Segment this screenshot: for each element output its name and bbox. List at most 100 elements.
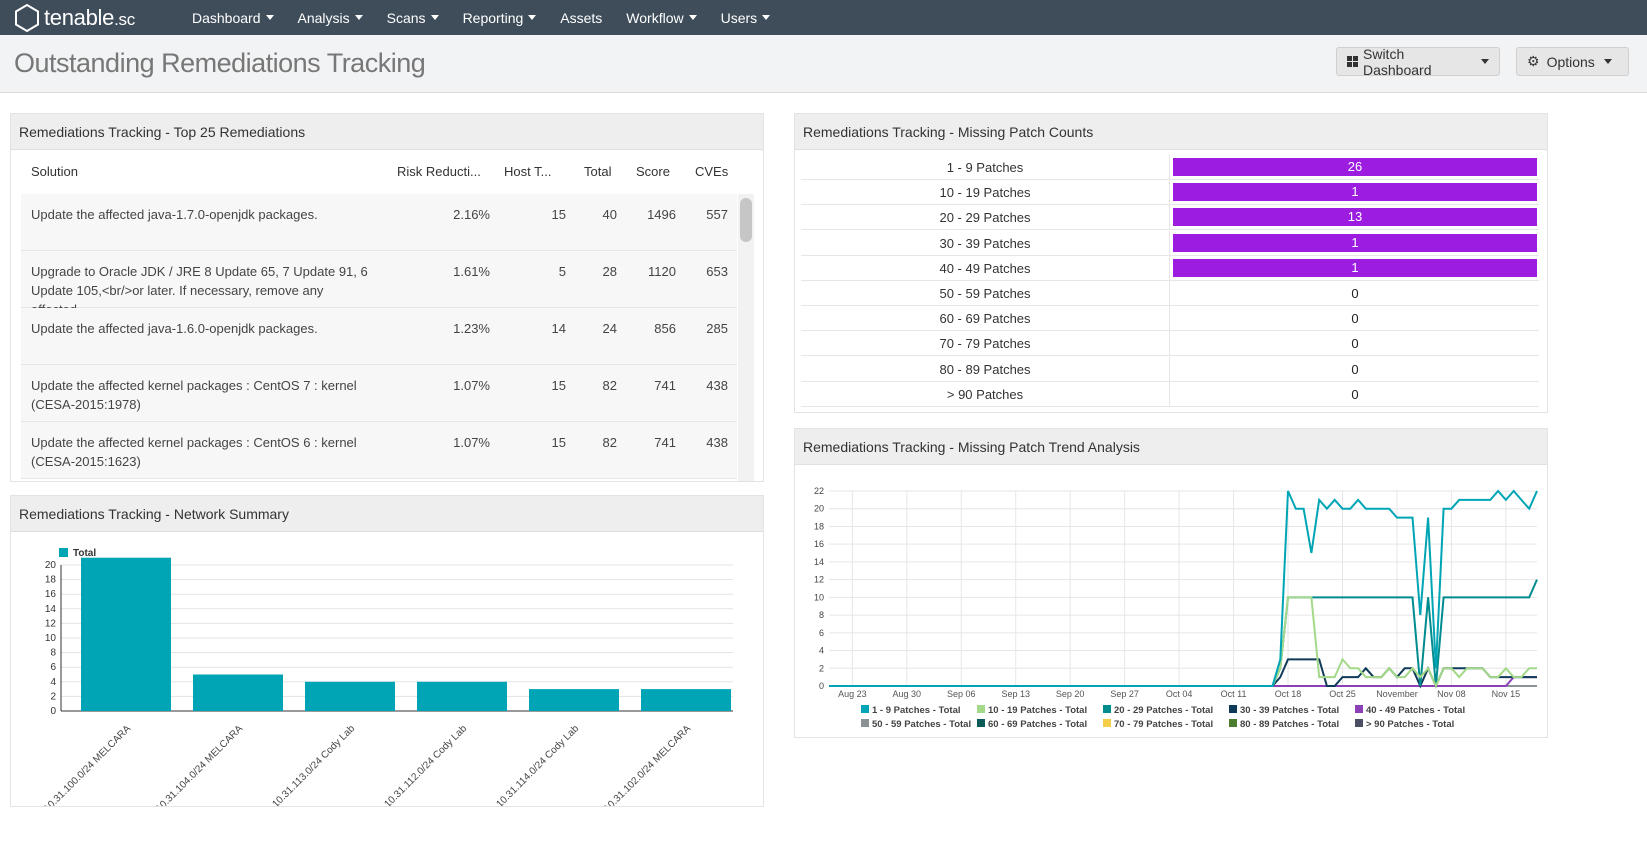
patch-range-label: 40 - 49 Patches	[939, 260, 1031, 276]
nav-item-label: Assets	[560, 9, 603, 26]
patch-count-row[interactable]: 60 - 69 Patches 0	[801, 306, 1539, 332]
nav-item-label: Scans	[386, 9, 426, 26]
patch-count-bar: 1	[1173, 233, 1537, 252]
patch-count-bar: 26	[1173, 158, 1537, 176]
bar[interactable]	[305, 681, 395, 711]
table-row[interactable]: Update the affected java-1.7.0-openjdk p…	[21, 194, 737, 251]
cell-host-total: 15	[551, 378, 566, 393]
patch-count-row[interactable]: 40 - 49 Patches 1	[801, 255, 1539, 281]
column-header-solution[interactable]: Solution	[31, 164, 78, 179]
series-line[interactable]	[829, 596, 1537, 689]
column-header-risk-reduction[interactable]: Risk Reducti...	[397, 164, 481, 179]
scrollbar-thumb[interactable]	[740, 198, 752, 242]
bar[interactable]	[417, 681, 507, 711]
options-button[interactable]: ⚙ Options	[1516, 47, 1629, 76]
cell-risk-reduction: 1.23%	[453, 321, 490, 336]
nav-item-users[interactable]: Users	[709, 0, 783, 35]
cell-total: 24	[602, 321, 617, 336]
legend-label: Total	[73, 548, 96, 559]
y-tick-label: 6	[50, 662, 56, 673]
panel-title: Remediations Tracking - Network Summary	[11, 496, 763, 532]
nav-item-scans[interactable]: Scans	[375, 0, 451, 35]
y-tick-label: 6	[819, 628, 824, 638]
patch-range-label: 70 - 79 Patches	[939, 336, 1031, 352]
patch-range-label: > 90 Patches	[946, 386, 1024, 402]
bar[interactable]	[193, 674, 283, 712]
patch-count-row[interactable]: 50 - 59 Patches 0	[801, 281, 1539, 306]
x-tick-label: 10.31.104.0/24 MELCARA	[154, 723, 245, 806]
y-tick-label: 14	[45, 604, 57, 615]
cell-cves: 557	[706, 207, 728, 222]
x-tick-label: 10.31.102.0/24 MELCARA	[602, 723, 693, 806]
y-tick-label: 4	[50, 677, 56, 688]
bar[interactable]	[81, 557, 171, 711]
column-divider	[1169, 255, 1170, 280]
nav-menu: Dashboard Analysis Scans Reporting Assets Wor…	[180, 0, 782, 35]
cell-solution: Update the affected java-1.6.0-openjdk p…	[31, 321, 318, 336]
x-tick-label: Sep 20	[1056, 689, 1085, 699]
x-tick-label: Nov 15	[1492, 689, 1521, 699]
patch-count-row[interactable]: 20 - 29 Patches 13	[801, 205, 1539, 231]
cell-score: 856	[654, 321, 676, 336]
bar[interactable]	[641, 689, 731, 711]
network-summary-bar-chart: 0 2 4 6 8 10 12 14 16 18 20 10.31.100.0/24 MELCARA 1…	[42, 548, 733, 806]
bar[interactable]	[529, 689, 619, 711]
nav-item-dashboard[interactable]: Dashboard	[180, 0, 286, 35]
table-scrollbar[interactable]	[738, 194, 754, 481]
column-header-score[interactable]: Score	[636, 164, 670, 179]
patch-count-row[interactable]: > 90 Patches 0	[801, 381, 1539, 407]
table-row[interactable]: Update the affected kernel packages : Ce…	[21, 365, 737, 422]
nav-item-label: Reporting	[462, 9, 524, 26]
cell-score: 1496	[647, 207, 676, 222]
top-navbar: tenable.sc Dashboard Analysis Scans Reporti…	[0, 0, 1647, 35]
nav-item-reporting[interactable]: Reporting	[451, 0, 549, 35]
y-tick-label: 2	[50, 691, 56, 702]
y-tick-label: 4	[819, 646, 824, 656]
patch-count-row[interactable]: 30 - 39 Patches 1	[801, 230, 1539, 256]
patch-count-value: 0	[1351, 286, 1359, 301]
legend-label: 1 - 9 Patches - Total	[872, 705, 961, 716]
nav-item-workflow[interactable]: Workflow	[614, 0, 708, 35]
patch-count-row[interactable]: 70 - 79 Patches 0	[801, 331, 1539, 357]
column-header-cves[interactable]: CVEs	[695, 164, 729, 179]
cell-risk-reduction: 1.07%	[453, 378, 490, 393]
cell-score: 741	[654, 435, 676, 450]
series-line[interactable]	[829, 676, 1537, 687]
y-tick-label: 18	[45, 575, 57, 586]
patch-count-row[interactable]: 80 - 89 Patches 0	[801, 356, 1539, 382]
column-divider	[1169, 306, 1170, 331]
tenable-logo[interactable]: tenable.sc	[14, 3, 164, 32]
x-tick-label: Oct 25	[1329, 689, 1356, 699]
patch-range-label: 50 - 59 Patches	[939, 286, 1031, 301]
page-header: Outstanding Remediations Tracking Switch…	[0, 35, 1647, 93]
cell-score: 1120	[648, 264, 676, 279]
legend-label: 70 - 79 Patches - Total	[1114, 719, 1213, 730]
patch-count-row[interactable]: 1 - 9 Patches 26	[801, 155, 1539, 180]
x-tick-label: Nov 08	[1437, 689, 1466, 699]
patch-range-label: 30 - 39 Patches	[939, 235, 1031, 251]
patch-count-value: 0	[1351, 336, 1359, 352]
x-tick-label: Oct 04	[1166, 689, 1193, 699]
y-tick-label: 16	[45, 589, 57, 600]
column-divider	[1169, 205, 1170, 230]
nav-item-analysis[interactable]: Analysis	[286, 0, 375, 35]
series-line[interactable]	[829, 489, 1538, 687]
cell-total: 40	[602, 207, 617, 222]
patch-count-row[interactable]: 10 - 19 Patches 1	[801, 180, 1539, 206]
tenable-hexagon-icon	[15, 3, 39, 32]
legend-swatch	[977, 705, 985, 713]
column-header-host-total[interactable]: Host T...	[504, 164, 552, 179]
table-row[interactable]: Update the affected java-1.6.0-openjdk p…	[21, 308, 737, 365]
x-tick-label: 10.31.100.0/24 MELCARA	[42, 723, 133, 806]
cell-total: 82	[602, 378, 617, 393]
y-tick-label: 22	[814, 486, 824, 496]
table-row[interactable]: Upgrade to Oracle JDK / JRE 8 Update 65,…	[21, 251, 737, 317]
table-row[interactable]: Update the affected kernel packages : Ce…	[21, 422, 737, 479]
patch-range-label: 60 - 69 Patches	[939, 311, 1031, 327]
nav-item-assets[interactable]: Assets	[548, 0, 614, 35]
cell-score: 741	[654, 378, 676, 393]
switch-dashboard-button[interactable]: Switch Dashboard	[1336, 46, 1500, 78]
column-header-total[interactable]: Total	[584, 164, 612, 179]
y-tick-label: 16	[814, 539, 824, 549]
legend-label: 40 - 49 Patches - Total	[1366, 705, 1465, 716]
